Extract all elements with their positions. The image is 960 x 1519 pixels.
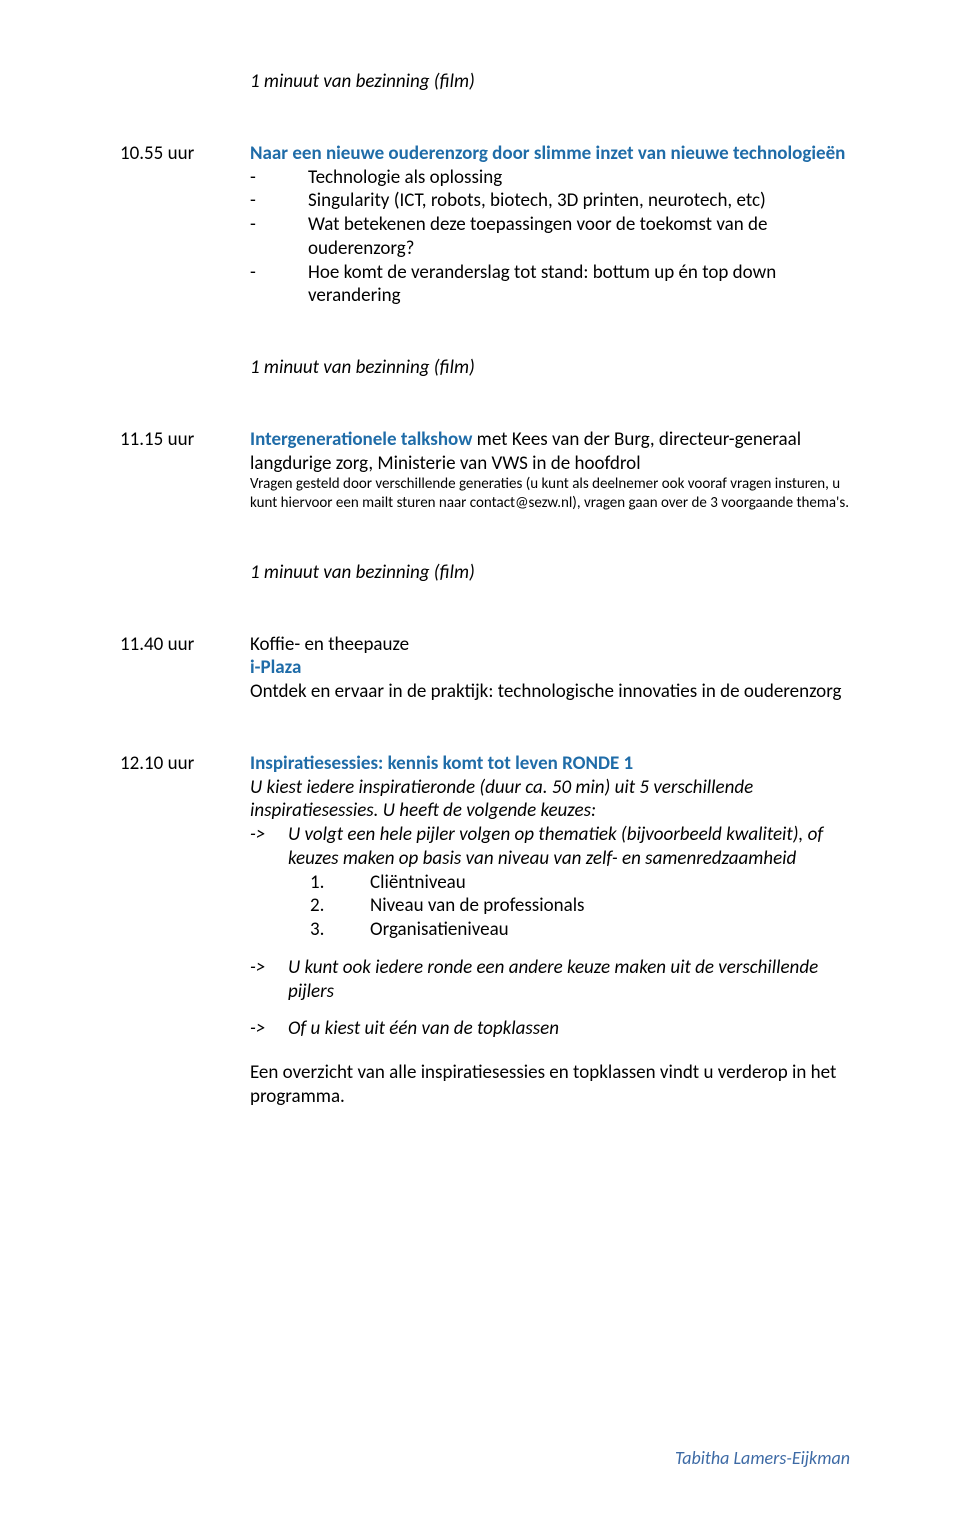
title-1055: Naar een nieuwe ouderenzorg door slimme … — [250, 142, 850, 166]
entry-1140: 11.40 uur Koffie- en theepauze i-Plaza O… — [120, 633, 850, 704]
oltxt-1: Cliëntniveau — [370, 871, 466, 895]
time-1210: 12.10 uur — [120, 752, 250, 1109]
title-1210: Inspiratiesessies: kennis komt tot leven… — [250, 752, 850, 776]
bullet-dash: - — [250, 213, 308, 261]
footer-author: Tabitha Lamers-Eijkman — [675, 1447, 850, 1469]
line-ontdek: Ontdek en ervaar in de praktijk: technol… — [250, 680, 850, 704]
time-1055: 10.55 uur — [120, 142, 250, 308]
bullet-dash: - — [250, 189, 308, 213]
title-1115: Intergenerationele talkshow met Kees van… — [250, 428, 850, 476]
arrow-2-text: U kunt ook iedere ronde een andere keuze… — [288, 956, 850, 1004]
note-1115: Vragen gesteld door verschillende genera… — [250, 475, 850, 513]
arrow-1-text: U volgt een hele pijler volgen op themat… — [288, 823, 850, 871]
entry-1055: 10.55 uur Naar een nieuwe ouderenzorg do… — [120, 142, 850, 308]
bezinning-text-1: 1 minuut van bezinning (film) — [250, 70, 475, 93]
bullet-dash: - — [250, 166, 308, 190]
bezinning-text-3: 1 minuut van bezinning (film) — [250, 561, 475, 584]
entry-1115: 11.15 uur Intergenerationele talkshow me… — [120, 428, 850, 513]
intro-1210: U kiest iedere inspiratieronde (duur ca.… — [250, 776, 850, 824]
oltxt-3: Organisatieniveau — [370, 918, 509, 942]
arrow-3: -> — [250, 1017, 288, 1041]
closing-1210: Een overzicht van alle inspiratiesessies… — [250, 1061, 850, 1109]
bezinning-text-2: 1 minuut van bezinning (film) — [250, 356, 475, 379]
bullet-text: Hoe komt de veranderslag tot stand: bott… — [308, 261, 850, 309]
bullet-dash: - — [250, 261, 308, 309]
bullet-text: Technologie als oplossing — [308, 166, 850, 190]
line-iplaza: i-Plaza — [250, 656, 850, 680]
entry-1210: 12.10 uur Inspiratiesessies: kennis komt… — [120, 752, 850, 1109]
bullet-text: Wat betekenen deze toepassingen voor de … — [308, 213, 850, 261]
arrow-1: -> — [250, 823, 288, 871]
time-1115: 11.15 uur — [120, 428, 250, 513]
olnum-3: 3. — [250, 918, 370, 942]
bullet-text: Singularity (ICT, robots, biotech, 3D pr… — [308, 189, 850, 213]
line-koffie: Koffie- en theepauze — [250, 633, 850, 657]
title-1115-highlight: Intergenerationele talkshow — [250, 428, 472, 451]
arrow-2: -> — [250, 956, 288, 1004]
arrow-3-text: Of u kiest uit één van de topklassen — [288, 1017, 850, 1041]
oltxt-2: Niveau van de professionals — [370, 894, 584, 918]
olnum-2: 2. — [250, 894, 370, 918]
time-1140: 11.40 uur — [120, 633, 250, 704]
olnum-1: 1. — [250, 871, 370, 895]
